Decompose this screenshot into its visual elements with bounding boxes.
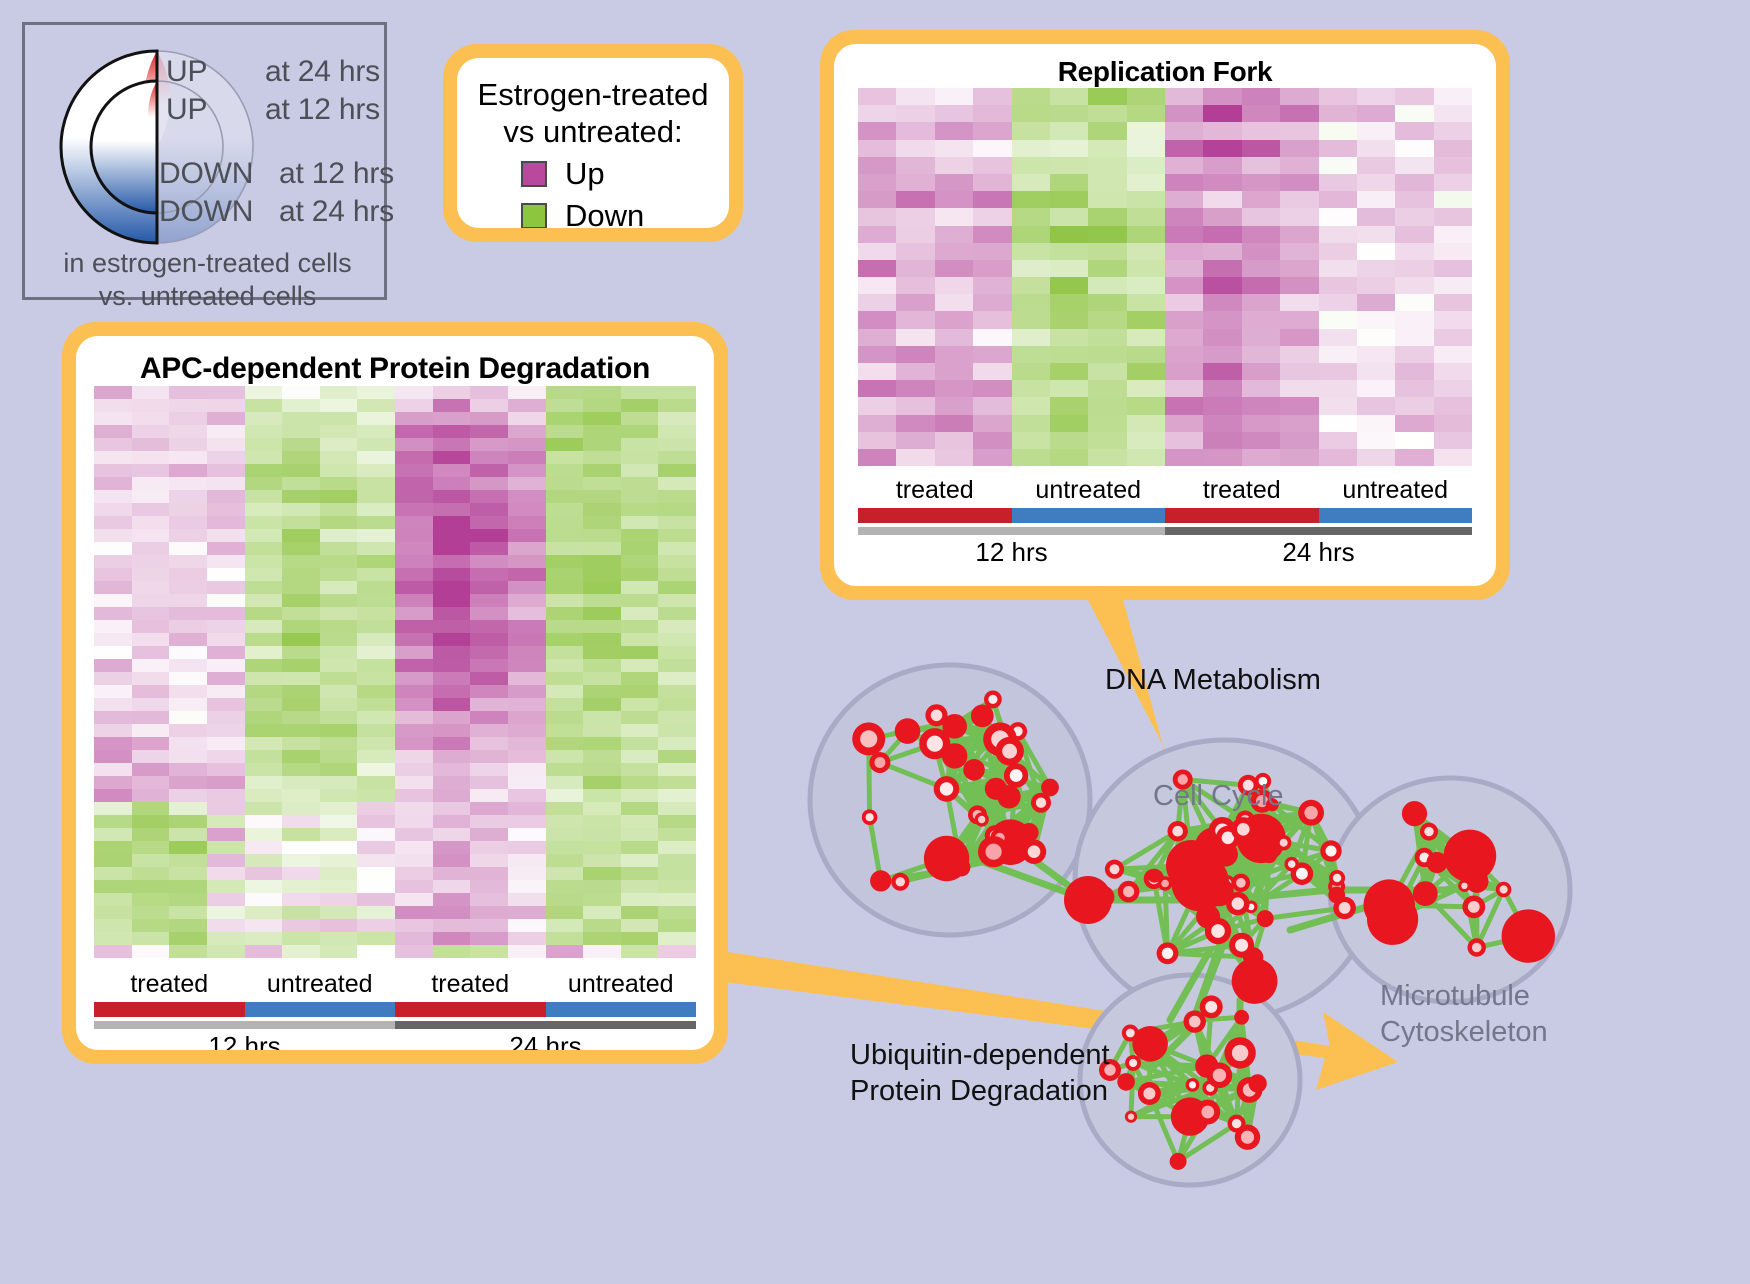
legend-key-time-0: at 24 hrs [265,55,380,89]
axis-group-label-3: untreated [546,970,697,999]
panel-replication-fork: Replication Fork treated untreated treat… [820,30,1510,600]
cluster-label-ub-line2: Protein Degradation [850,1075,1108,1107]
axis-time-label-24hrs: 24 hrs [395,1031,696,1050]
axis-group-label-0: treated [94,970,245,999]
legend-key-term-3: DOWN [159,195,253,229]
cluster-label-mt-line2: Cytoskeleton [1380,1016,1548,1048]
axis-group-label-2: treated [1165,476,1319,505]
legend-item-down: Down [457,198,729,228]
axis-group-label-3: untreated [1319,476,1473,505]
time-colorbar-24hrs [395,1021,696,1029]
legend-key-term-0: UP [166,55,207,89]
panel-title-replication-fork: Replication Fork [834,44,1496,88]
axis-apc-degradation: treated untreated treated untreated 12 h [94,970,696,1050]
cluster-label-microtubule-cytoskeleton: Microtubule Cytoskeleton [1380,978,1548,1050]
axis-group-colorbar [858,508,1472,523]
heatmap-replication-fork [858,88,1472,466]
heatmap-apc-degradation [94,386,696,958]
up-down-legend-panel: Estrogen-treated vs untreated: Up Down [443,44,743,242]
cluster-label-mt-line1: Microtubule [1380,980,1530,1012]
network-graph [770,600,1750,1279]
colorwheel-caption-line2: vs. untreated cells [25,280,390,313]
axis-time-label-24hrs: 24 hrs [1165,537,1472,568]
up-color-swatch [521,161,547,187]
axis-group-label-2: treated [395,970,546,999]
cluster-label-dna-metabolism: DNA Metabolism [1105,664,1321,697]
group-colorbar-treated-24 [1165,508,1319,523]
time-colorbar-12hrs [858,527,1165,535]
axis-time-label-12hrs: 12 hrs [94,1031,395,1050]
colorwheel-legend-box: UP at 24 hrs UP at 12 hrs DOWN at 12 hrs… [22,22,387,300]
group-colorbar-untreated-12 [245,1002,396,1017]
axis-replication-fork: treated untreated treated untreated 12 h [858,476,1472,568]
legend-label-down: Down [565,198,665,228]
legend-key-term-2: DOWN [159,157,253,191]
legend-key-time-1: at 12 hrs [265,93,380,127]
group-colorbar-treated-24 [395,1002,546,1017]
group-colorbar-treated-12 [858,508,1012,523]
pathway-network-diagram: DNA Metabolism Cell Cycle Microtubule Cy… [770,600,1750,1279]
down-color-swatch [521,203,547,228]
group-colorbar-untreated-24 [546,1002,697,1017]
axis-time-colorbar [858,527,1472,535]
axis-time-label-12hrs: 12 hrs [858,537,1165,568]
group-colorbar-untreated-24 [1319,508,1473,523]
panel-apc-degradation: APC-dependent Protein Degradation treate… [62,322,728,1064]
axis-time-colorbar [94,1021,696,1029]
time-colorbar-12hrs [94,1021,395,1029]
axis-group-colorbar [94,1002,696,1017]
axis-group-label-1: untreated [1012,476,1166,505]
legend-title-line2: vs untreated: [457,113,729,150]
group-colorbar-untreated-12 [1012,508,1166,523]
legend-key-time-3: at 24 hrs [279,195,394,229]
panel-title-apc: APC-dependent Protein Degradation [76,336,714,386]
cluster-label-ubiquitin-degradation: Ubiquitin-dependent Protein Degradation [850,1037,1110,1109]
colorwheel-caption: in estrogen-treated cells vs. untreated … [25,247,390,313]
axis-group-label-0: treated [858,476,1012,505]
legend-item-up: Up [457,156,729,192]
legend-key-term-1: UP [166,93,207,127]
legend-label-up: Up [565,156,665,192]
group-colorbar-treated-12 [94,1002,245,1017]
legend-key-time-2: at 12 hrs [279,157,394,191]
colorwheel-caption-line1: in estrogen-treated cells [25,247,390,280]
axis-group-label-1: untreated [245,970,396,999]
cluster-label-ub-line1: Ubiquitin-dependent [850,1039,1110,1071]
time-colorbar-24hrs [1165,527,1472,535]
legend-title-line1: Estrogen-treated [457,76,729,113]
cluster-label-cell-cycle: Cell Cycle [1153,780,1284,813]
